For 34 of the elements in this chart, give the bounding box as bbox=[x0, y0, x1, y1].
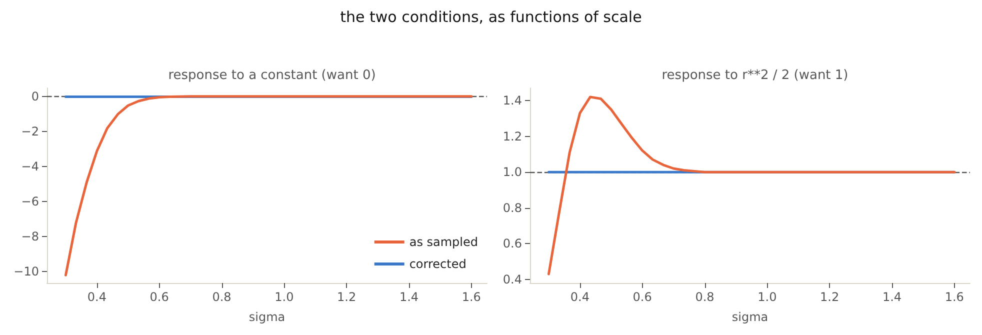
chart-title: response to a constant (want 0) bbox=[168, 68, 376, 83]
text: the two conditions, as functions of scale bbox=[339, 8, 643, 26]
y-tick-label: 1.2 bbox=[502, 129, 522, 144]
y-tick-label: 0.8 bbox=[502, 200, 522, 215]
x-tick-label: 1.4 bbox=[399, 290, 419, 304]
x-tick-label: 1.0 bbox=[274, 290, 294, 304]
x-tick-label: 1.0 bbox=[758, 290, 777, 304]
x-tick-label: 0.8 bbox=[212, 290, 232, 304]
y-tick-label: −2 bbox=[21, 124, 39, 139]
x-tick-label: 0.4 bbox=[87, 290, 106, 304]
y-tick-label: 0 bbox=[31, 90, 39, 104]
x-tick-label: 1.6 bbox=[944, 290, 964, 304]
chart-title: response to r**2 / 2 (want 1) bbox=[662, 68, 848, 83]
y-tick-label: −6 bbox=[21, 194, 39, 209]
legend-label: corrected bbox=[409, 257, 466, 271]
x-tick-label: 0.6 bbox=[150, 290, 169, 304]
y-tick-label: 1.4 bbox=[502, 94, 522, 108]
x-tick-label: 0.4 bbox=[570, 290, 590, 304]
x-tick-label: 0.6 bbox=[632, 290, 652, 304]
line-series bbox=[547, 96, 956, 276]
x-tick-label: 1.2 bbox=[337, 290, 356, 304]
x-tick-label: 1.4 bbox=[882, 290, 902, 304]
x-tick-label: 1.6 bbox=[462, 290, 481, 304]
y-tick-label: 0.4 bbox=[502, 272, 522, 286]
y-tick-label: −8 bbox=[21, 230, 39, 244]
x-tick-label: 0.8 bbox=[695, 290, 714, 304]
y-tick-label: 0.6 bbox=[502, 236, 522, 251]
y-tick-label: 1.0 bbox=[502, 165, 522, 180]
x-axis-title: sigma bbox=[248, 310, 286, 324]
x-tick-label: 1.2 bbox=[820, 290, 840, 304]
y-tick-label: −4 bbox=[21, 160, 39, 174]
y-tick-label: −10 bbox=[14, 264, 39, 279]
x-axis-title: sigma bbox=[732, 310, 768, 324]
legend-label: as sampled bbox=[409, 235, 478, 249]
